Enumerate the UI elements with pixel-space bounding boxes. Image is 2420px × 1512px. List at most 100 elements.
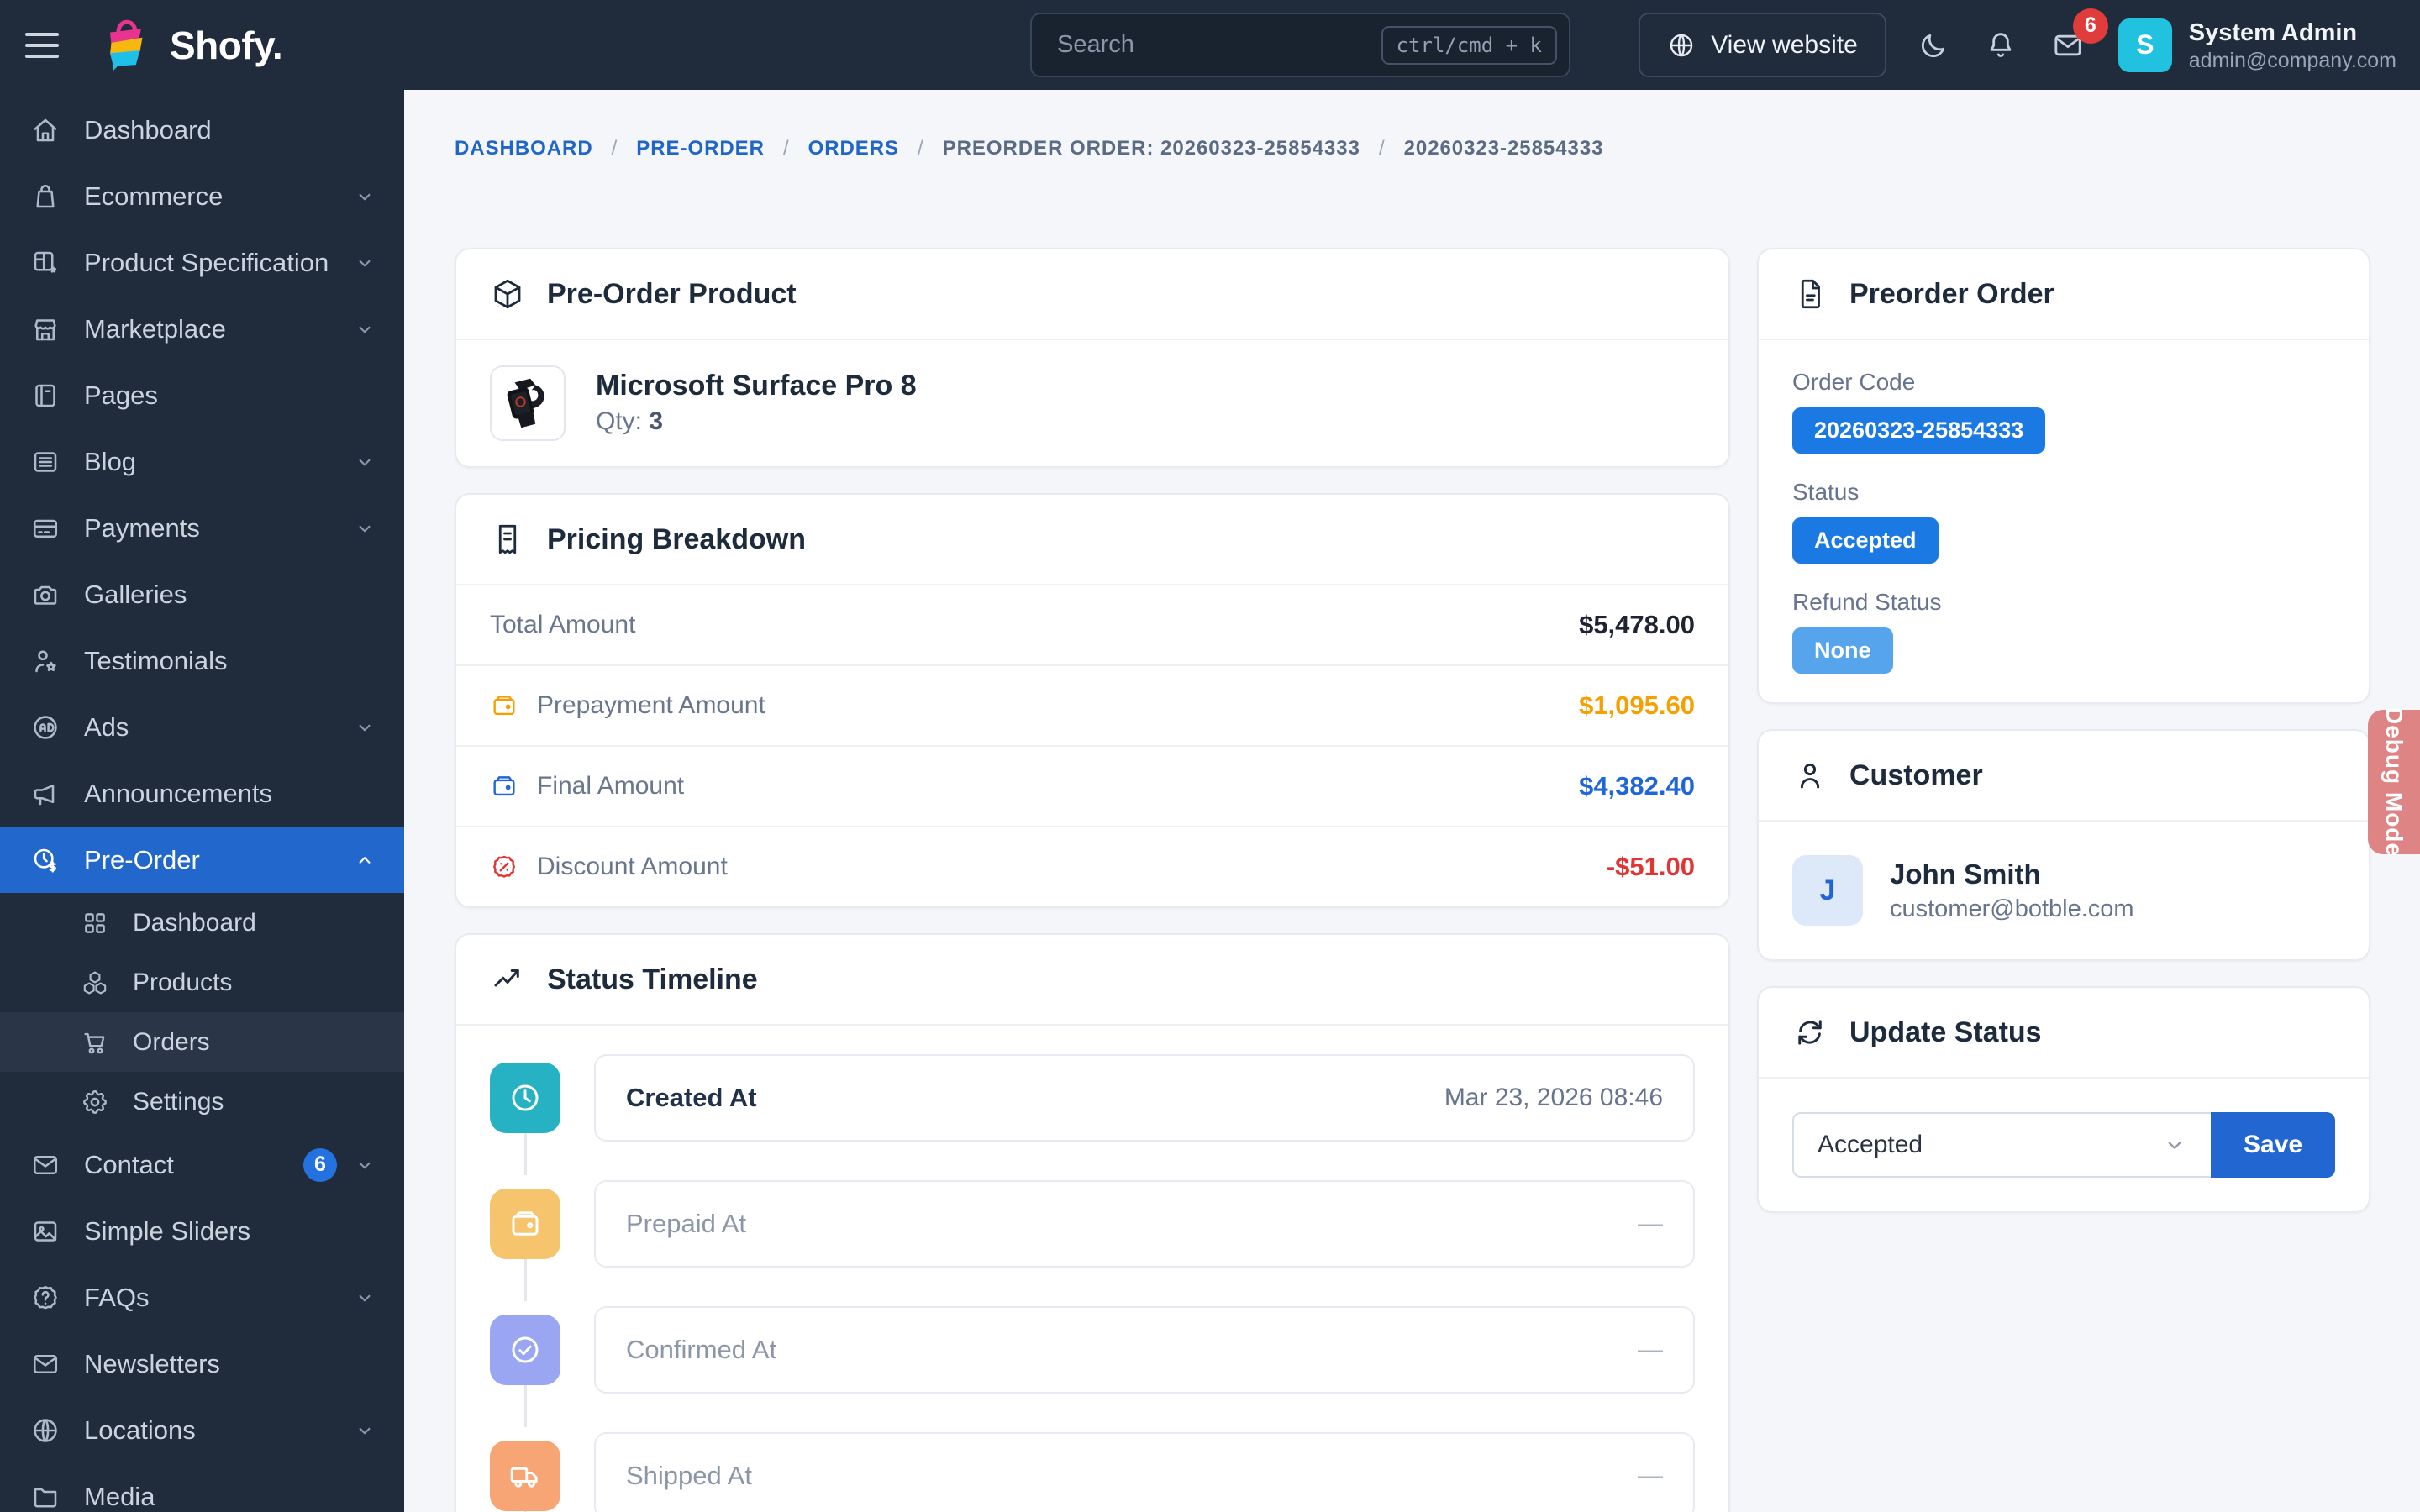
field-label: Order Code — [1792, 369, 1916, 395]
timeline-item-prepaid-at: Prepaid At — — [490, 1180, 1695, 1301]
sidebar-item-label: Pre-Order — [84, 844, 200, 874]
envelope-icon — [2051, 29, 2085, 62]
chevron-down-icon — [354, 1154, 376, 1176]
sidebar-item-pre-order[interactable]: Pre-Order — [0, 827, 404, 893]
card-title: Preorder Order — [1849, 277, 2054, 310]
breadcrumb: DASHBOARD / PRE-ORDER / ORDERS / PREORDER ORDE… — [455, 137, 2420, 160]
file-text-icon — [1792, 276, 1828, 312]
sidebar-item-label: Testimonials — [84, 645, 228, 675]
breadcrumb-item-pre-order[interactable]: PRE-ORDER — [636, 137, 765, 160]
timeline-item-confirmed-at: Confirmed At — — [490, 1306, 1695, 1427]
chevron-down-icon — [354, 252, 376, 274]
breadcrumb-item-dashboard[interactable]: DASHBOARD — [455, 137, 593, 160]
timeline-step-icon — [490, 1441, 560, 1511]
card-title: Pre-Order Product — [547, 277, 797, 310]
cubes-icon — [81, 969, 109, 997]
view-website-label: View website — [1711, 30, 1858, 59]
sidebar-item-label: Media — [84, 1481, 155, 1511]
wallet-icon — [490, 772, 518, 801]
sidebar-item-galleries[interactable]: Galleries — [0, 561, 404, 627]
view-website-button[interactable]: View website — [1639, 13, 1886, 77]
sidebar-item-payments[interactable]: Payments — [0, 495, 404, 561]
brand-logo[interactable]: Shofy. — [96, 14, 283, 76]
mail-icon — [30, 1349, 60, 1379]
user-menu[interactable]: S System Admin admin@company.com — [2118, 18, 2396, 73]
pricing-row-prepayment-amount: Prepayment Amount $1,095.60 — [456, 666, 1728, 747]
breadcrumb-separator: / — [782, 137, 790, 160]
customer-card: Customer J John Smith customer@botble.co… — [1757, 729, 2370, 961]
status-badge: None — [1792, 627, 1893, 674]
timeline-connector — [524, 1125, 527, 1175]
user-icon — [1792, 758, 1828, 793]
sidebar-item-ecommerce[interactable]: Ecommerce — [0, 163, 404, 229]
layout-gear-icon — [30, 248, 60, 278]
sidebar-item-media[interactable]: Media — [0, 1463, 404, 1512]
clock-icon — [508, 1080, 543, 1116]
store-icon — [30, 314, 60, 344]
search-shortcut-kbd: ctrl/cmd + k — [1381, 25, 1557, 65]
timeline-value: — — [1638, 1462, 1663, 1489]
chevron-down-icon — [354, 318, 376, 340]
pricing-value: $1,095.60 — [1579, 690, 1695, 720]
order-field-refund-status: Refund Status None — [1792, 589, 2335, 674]
field-label: Refund Status — [1792, 589, 1942, 615]
bell-icon — [1984, 29, 2018, 62]
sidebar-item-pages[interactable]: Pages — [0, 362, 404, 428]
sidebar-item-newsletters[interactable]: Newsletters — [0, 1331, 404, 1397]
timeline-label: Prepaid At — [626, 1209, 747, 1238]
status-select[interactable]: Accepted — [1792, 1112, 2211, 1178]
preorder-product-card: Pre-Order Product — [455, 248, 1730, 468]
product-thumbnail — [490, 365, 566, 441]
sidebar-item-locations[interactable]: Locations — [0, 1397, 404, 1463]
sidebar-item-testimonials[interactable]: Testimonials — [0, 627, 404, 694]
search-input[interactable] — [1057, 31, 1381, 59]
pricing-value: $5,478.00 — [1579, 610, 1695, 639]
messages-button[interactable]: 6 — [2051, 8, 2108, 64]
shopping-bag-icon — [30, 181, 60, 212]
sidebar-item-marketplace[interactable]: Marketplace — [0, 296, 404, 362]
breadcrumb-item-preorder-order-20260323-25854333: PREORDER ORDER: 20260323-25854333 — [942, 137, 1360, 160]
debug-mode-tab[interactable]: Debug Mode — [2368, 707, 2420, 857]
sidebar-toggle-button[interactable] — [25, 21, 74, 70]
sidebar-item-blog[interactable]: Blog — [0, 428, 404, 495]
user-email: admin@company.com — [2188, 48, 2396, 72]
global-search[interactable]: ctrl/cmd + k — [1030, 13, 1570, 77]
timeline-connector — [524, 1251, 527, 1301]
credit-card-icon — [30, 513, 60, 543]
notifications-button[interactable] — [1984, 27, 2021, 64]
timeline-connector — [524, 1377, 527, 1427]
dark-mode-toggle[interactable] — [1917, 27, 1954, 64]
sidebar-item-dashboard[interactable]: Dashboard — [0, 893, 404, 953]
megaphone-icon — [30, 779, 60, 809]
chevron-down-icon — [354, 717, 376, 738]
clock-dollar-icon — [30, 845, 60, 875]
timeline-label: Confirmed At — [626, 1335, 777, 1364]
truck-icon — [508, 1458, 543, 1494]
timeline-label: Created At — [626, 1083, 757, 1112]
sidebar-item-announcements[interactable]: Announcements — [0, 760, 404, 827]
sidebar-item-label: Product Specification — [84, 247, 329, 277]
pricing-value: -$51.00 — [1606, 852, 1695, 881]
notebook-icon — [30, 381, 60, 411]
sidebar-item-settings[interactable]: Settings — [0, 1072, 404, 1131]
sidebar-item-product-specification[interactable]: Product Specification — [0, 229, 404, 296]
customer-name: John Smith — [1890, 858, 2041, 890]
sidebar-item-contact[interactable]: Contact 6 — [0, 1131, 404, 1198]
unread-count-badge: 6 — [2072, 8, 2108, 44]
timeline-value: — — [1638, 1210, 1663, 1237]
pricing-value: $4,382.40 — [1579, 771, 1695, 801]
sidebar-item-products[interactable]: Products — [0, 953, 404, 1012]
sidebar-item-simple-sliders[interactable]: Simple Sliders — [0, 1198, 404, 1264]
product-image — [507, 378, 544, 428]
wallet-icon — [508, 1206, 543, 1242]
sidebar-item-ads[interactable]: Ads — [0, 694, 404, 760]
sidebar-item-dashboard[interactable]: Dashboard — [0, 97, 404, 163]
sidebar-item-faqs[interactable]: FAQs — [0, 1264, 404, 1331]
breadcrumb-item-orders[interactable]: ORDERS — [808, 137, 900, 160]
sidebar-item-label: Settings — [133, 1087, 224, 1116]
sidebar-item-label: Ads — [84, 711, 129, 742]
refresh-icon — [1792, 1015, 1828, 1050]
sidebar-item-orders[interactable]: Orders — [0, 1012, 404, 1072]
save-button[interactable]: Save — [2211, 1112, 2335, 1178]
